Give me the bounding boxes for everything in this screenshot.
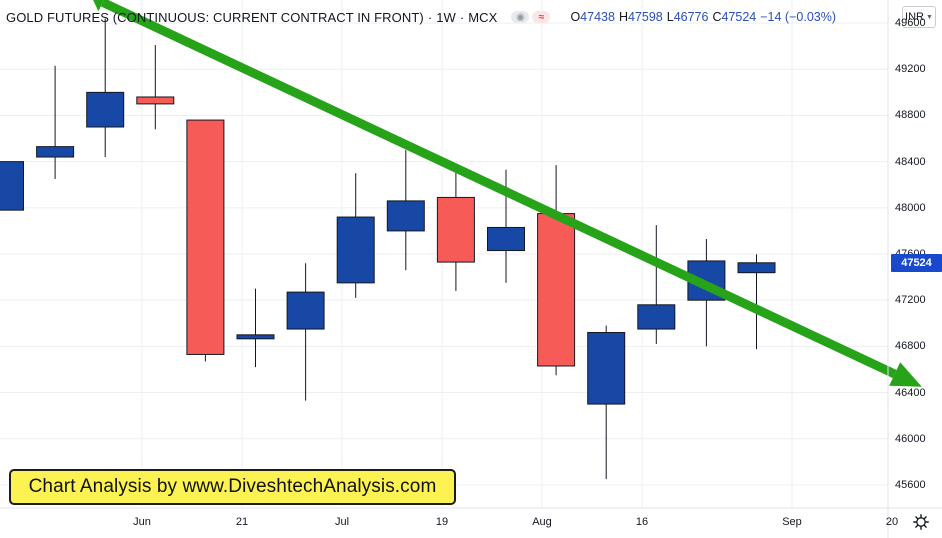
low-label: L [666, 10, 674, 24]
candle-body-down [136, 96, 175, 105]
candle-body-up [637, 304, 676, 330]
pin-icon[interactable]: ≈ [532, 11, 551, 23]
separator: · [459, 9, 465, 25]
candle [737, 254, 776, 350]
candle [386, 150, 425, 271]
high-value: 47598 [627, 10, 663, 24]
trend-arrow-tail [93, 0, 104, 12]
candle [36, 65, 75, 179]
price-tick-label: 48400 [895, 155, 926, 168]
price-tick-label: 45600 [895, 478, 926, 491]
candle [436, 172, 475, 291]
candle-body-up [86, 91, 125, 128]
open-label: O [570, 10, 581, 24]
date-tick-label: 19 [435, 516, 449, 528]
chart-legend: GOLD FUTURES (CONTINUOUS: CURRENT CONTRA… [0, 0, 888, 34]
candle [587, 325, 626, 480]
date-tick-label: Jul [334, 516, 350, 528]
candle-body-down [186, 119, 225, 355]
candle-body-up [286, 291, 325, 330]
price-tick-label: 49600 [895, 17, 926, 30]
interval-label[interactable]: 1W [436, 9, 456, 25]
candle [0, 161, 24, 211]
close-value: 47524 [721, 10, 757, 24]
candle [637, 225, 676, 345]
symbol-title[interactable]: GOLD FUTURES (CONTINUOUS: CURRENT CONTRA… [6, 9, 424, 25]
caret-down-icon: ▼ [926, 13, 933, 21]
trend-arrow-layer [93, 0, 922, 387]
close-label: C [712, 10, 722, 24]
price-tick-label: 46800 [895, 340, 926, 353]
separator: · [427, 9, 433, 25]
change-value: −14 (−0.03%) [760, 10, 836, 24]
candle [537, 165, 576, 376]
date-tick-label: Aug [532, 516, 552, 528]
candle-body-up [737, 262, 776, 274]
price-tick-label: 47200 [895, 294, 926, 307]
date-tick-label: Sep [782, 516, 802, 528]
candle-body-up [487, 226, 525, 252]
candle-body-up [386, 200, 425, 232]
high-label: H [618, 10, 628, 24]
eye-icon[interactable]: ◉ [511, 11, 530, 23]
price-tick-label: 46000 [895, 432, 926, 445]
date-tick-label: 21 [235, 516, 249, 528]
candles [0, 18, 776, 480]
ohlc-values: O 47438 H 47598 L 46776 C 47524 −14 (−0.… [570, 10, 836, 24]
currency-label: INR [905, 11, 924, 23]
watermark-banner: Chart Analysis by www.DiveshtechAnalysis… [9, 469, 456, 505]
exchange-label[interactable]: MCX [468, 9, 498, 25]
candle-body-up [36, 146, 75, 158]
candle-body-up [236, 334, 275, 340]
last-price-tag: 47524 [891, 253, 942, 272]
candle [136, 45, 175, 130]
candle [86, 18, 125, 158]
gear-icon[interactable] [911, 512, 931, 532]
trend-arrow-shaft [100, 0, 897, 379]
currency-selector[interactable]: INR ▼ [902, 6, 936, 28]
date-tick-label: 20 [885, 516, 899, 528]
candle [236, 288, 275, 368]
open-value: 47438 [580, 10, 615, 24]
candle-body-down [436, 196, 475, 263]
price-tick-label: 48800 [895, 109, 926, 122]
candle-body-down [537, 213, 576, 367]
trend-arrow-head [889, 362, 922, 387]
candle [186, 119, 225, 362]
candle-body-up [0, 161, 24, 211]
legend-icons: ◉ ≈ [511, 11, 551, 23]
date-tick-label: 16 [635, 516, 649, 528]
candle [336, 173, 375, 298]
candle-body-up [336, 216, 375, 284]
price-tick-label: 46400 [895, 386, 926, 399]
candle [286, 263, 325, 401]
price-tick-label: 48000 [895, 201, 926, 214]
candle-body-up [587, 332, 626, 405]
date-tick-label: Jun [133, 516, 151, 528]
low-value: 46776 [673, 10, 709, 24]
price-tick-label: 49200 [895, 63, 926, 76]
